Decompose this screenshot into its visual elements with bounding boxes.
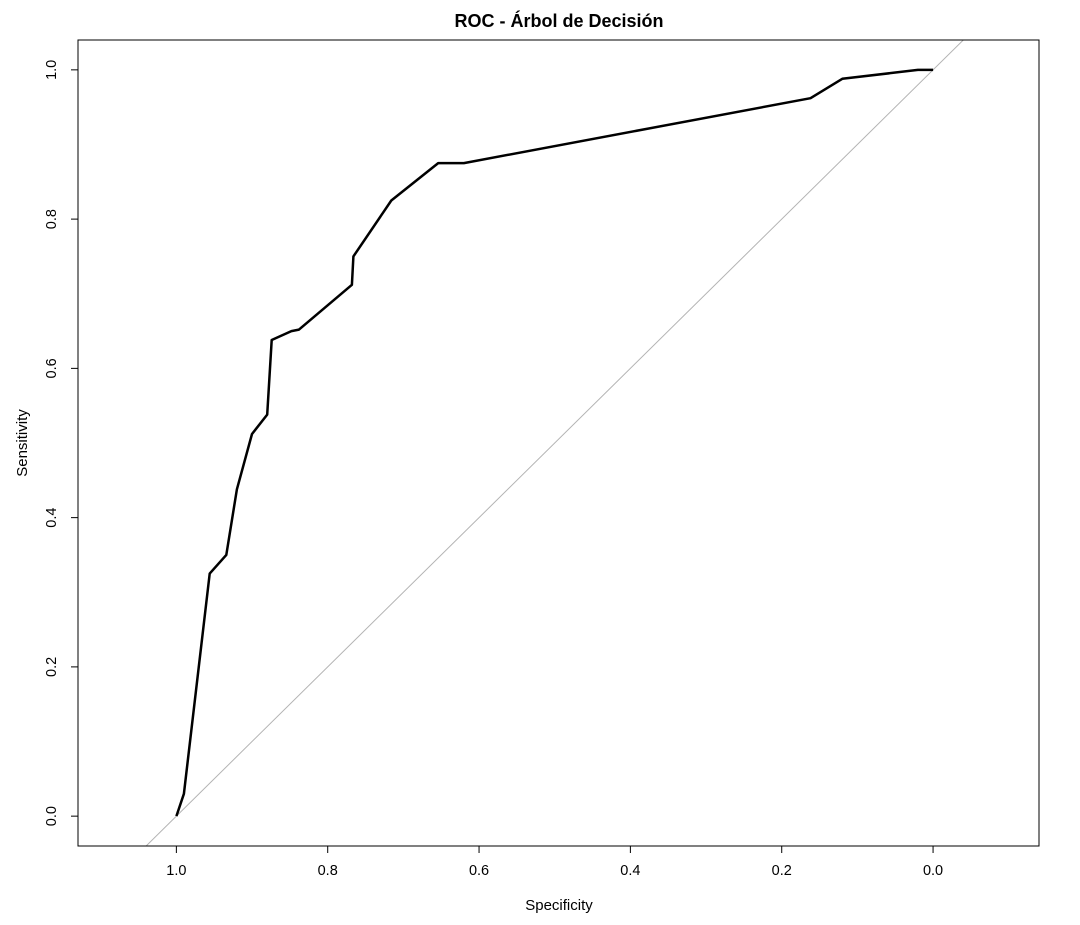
y-tick-label: 0.0: [44, 806, 60, 826]
y-tick-label: 0.8: [44, 209, 60, 229]
y-axis-title: Sensitivity: [14, 409, 31, 477]
x-axis: 1.0 0.8 0.6 0.4 0.2 0.0: [166, 845, 943, 879]
x-tick-label: 0.4: [620, 863, 640, 879]
x-tick-label: 0.2: [772, 863, 792, 879]
y-axis: 0.0 0.2 0.4 0.6 0.8 1.0: [44, 60, 79, 826]
plot-frame: [77, 39, 1040, 847]
y-tick-label: 1.0: [44, 60, 60, 80]
roc-curve-layer: [175, 68, 934, 817]
x-axis-title: Specificity: [525, 897, 593, 914]
x-tick-label: 0.8: [318, 863, 338, 879]
x-tick-label: 1.0: [166, 863, 186, 879]
y-tick-label: 0.4: [44, 508, 60, 528]
roc-curve-line: [175, 68, 934, 817]
reference-diagonal-line: [145, 40, 965, 846]
reference-diagonal-layer: [145, 40, 965, 846]
y-tick-label: 0.2: [44, 657, 60, 677]
y-tick-label: 0.6: [44, 358, 60, 378]
x-tick-label: 0.0: [923, 863, 943, 879]
x-tick-label: 0.6: [469, 863, 489, 879]
chart-title: ROC - Árbol de Decisión: [454, 10, 663, 31]
